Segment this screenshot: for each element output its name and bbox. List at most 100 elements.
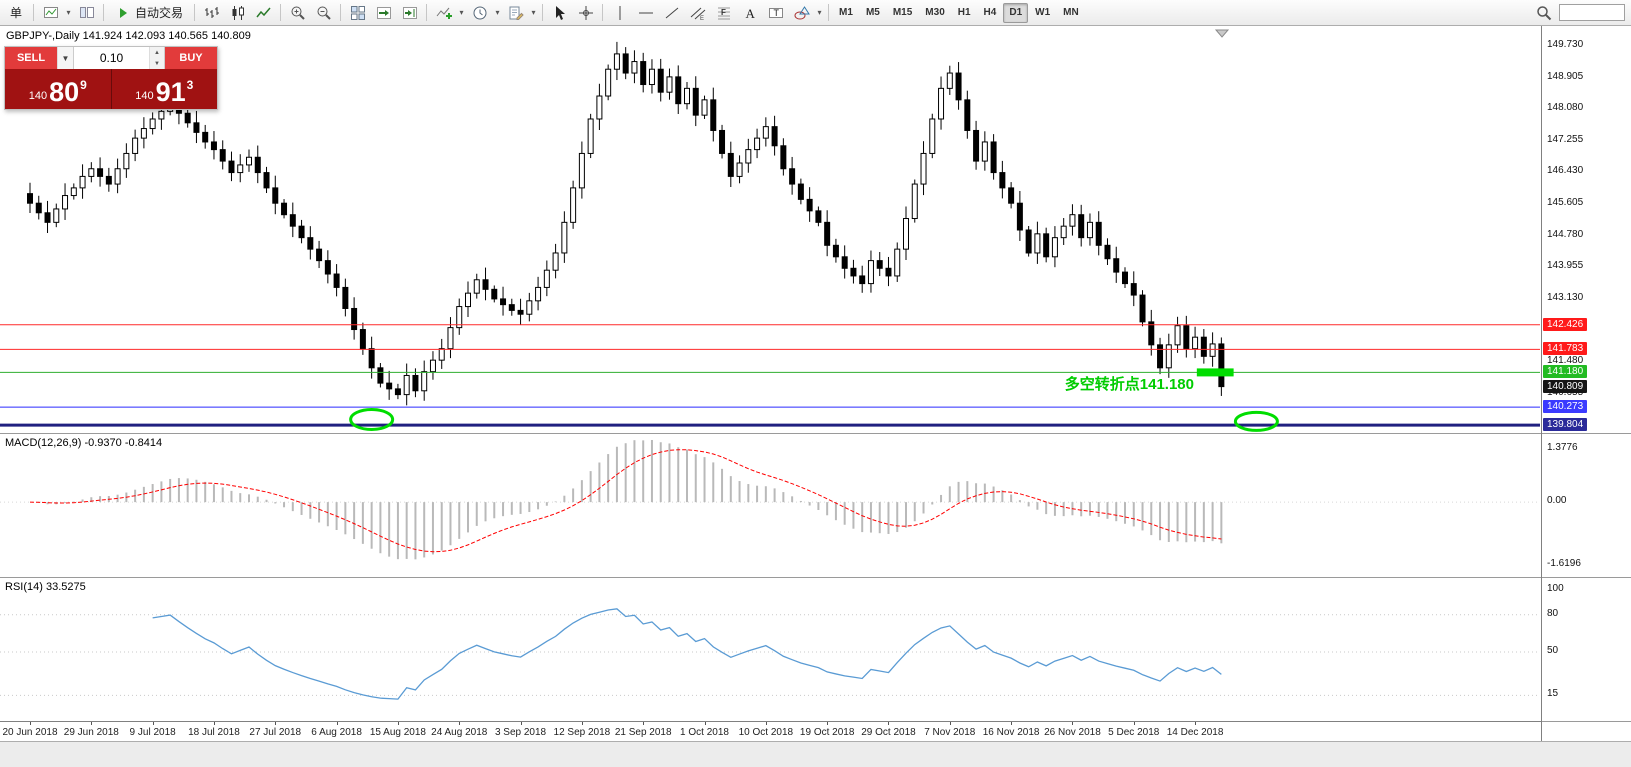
time-tick <box>520 722 522 725</box>
buy-price-prefix: 140 <box>135 90 154 102</box>
price-tick-label: 143.130 <box>1547 291 1584 303</box>
chart-shift-button[interactable] <box>397 1 422 24</box>
timeframe-button-m5[interactable]: M5 <box>865 6 880 18</box>
date-label: 15 Aug 2018 <box>369 727 426 738</box>
zoom-out-button[interactable] <box>311 1 336 24</box>
shapes-button[interactable] <box>789 1 814 24</box>
timeframe-button-w1[interactable]: W1 <box>1035 6 1051 18</box>
toolbar-separator <box>542 4 544 21</box>
profiles-button[interactable] <box>74 1 99 24</box>
search-input[interactable] <box>1559 4 1625 21</box>
timeframe-button-d1[interactable]: D1 <box>1003 2 1029 23</box>
time-tick <box>30 722 31 725</box>
toolbar-separator <box>828 4 830 21</box>
toolbar-search <box>1531 1 1628 24</box>
time-tick <box>91 722 93 725</box>
label-button[interactable]: T <box>763 1 788 24</box>
line-chart-button[interactable] <box>251 1 276 24</box>
date-label: 3 Sep 2018 <box>494 727 547 738</box>
date-label: 16 Nov 2018 <box>982 727 1040 738</box>
lot-size-input[interactable] <box>74 47 149 69</box>
date-label: 14 Dec 2018 <box>1166 727 1224 738</box>
indicators-add-dropdown[interactable]: ▾ <box>459 8 464 17</box>
time-tick <box>1011 722 1013 725</box>
periods-button[interactable] <box>467 1 492 24</box>
rsi-canvas[interactable] <box>0 578 1540 721</box>
tile-windows-button[interactable] <box>345 1 370 24</box>
new-order-button[interactable]: 单 <box>10 6 23 20</box>
candle-chart-icon <box>232 5 244 20</box>
timeframe-button-h1[interactable]: H1 <box>957 6 971 18</box>
label-icon: T <box>768 7 783 18</box>
time-tick <box>827 722 829 725</box>
timeframe-button-mn[interactable]: MN <box>1063 6 1079 18</box>
cursor-button[interactable] <box>547 1 572 24</box>
templates-dropdown[interactable]: ▾ <box>531 8 536 17</box>
indicators-add-button[interactable] <box>431 1 456 24</box>
buy-button[interactable]: BUY <box>165 47 217 69</box>
templates-icon <box>509 6 524 20</box>
fibonacci-button[interactable]: F <box>711 1 736 24</box>
one-click-trading-panel: SELL ▼ ▲ ▼ BUY 140 80 9 <box>4 46 218 110</box>
search-icon <box>1536 5 1551 20</box>
buy-price-display[interactable]: 140 91 3 <box>110 69 218 109</box>
panel-separator[interactable] <box>1542 433 1631 434</box>
periods-dropdown[interactable]: ▾ <box>495 8 500 17</box>
rsi-indicator-panel[interactable]: RSI(14) 33.5275 <box>0 577 1541 721</box>
time-tick <box>275 722 277 725</box>
timeframe-button-m1[interactable]: M1 <box>839 6 853 18</box>
price-tag: 141.180 <box>1543 365 1588 379</box>
horizontal-line-icon <box>638 12 653 13</box>
crosshair-icon <box>578 5 593 20</box>
date-label: 12 Sep 2018 <box>553 727 611 738</box>
rsi-scale-label: 50 <box>1547 645 1559 656</box>
charts-icon <box>43 6 58 18</box>
price-scale[interactable]: 149.730 148.905 148.080 147.255 146.430 145.6… <box>1541 26 1631 741</box>
price-chart-panel[interactable]: GBPJPY-,Daily 141.924 142.093 140.565 14… <box>0 26 1541 433</box>
macd-canvas[interactable] <box>0 434 1540 577</box>
time-tick <box>1133 722 1135 725</box>
zoom-in-button[interactable] <box>285 1 310 24</box>
lot-increase-button[interactable]: ▲ <box>150 47 164 58</box>
timeframe-button-m15[interactable]: M15 <box>892 6 913 18</box>
channel-button[interactable]: E <box>685 1 710 24</box>
vertical-line-button[interactable] <box>607 1 632 24</box>
shapes-dropdown[interactable]: ▾ <box>817 8 822 17</box>
time-axis[interactable]: 20 Jun 2018 29 Jun 2018 9 Jul 2018 18 Jul 2… <box>0 721 1541 741</box>
trade-options-dropdown[interactable]: ▼ <box>57 47 74 69</box>
charts-button[interactable] <box>38 1 63 24</box>
time-tick <box>152 722 154 725</box>
lot-decrease-button[interactable]: ▼ <box>150 58 164 69</box>
sell-button[interactable]: SELL <box>5 47 57 69</box>
date-label: 29 Jun 2018 <box>63 727 119 738</box>
candle-chart-button[interactable] <box>225 1 250 24</box>
bar-chart-icon <box>204 6 219 18</box>
trendline-button[interactable] <box>659 1 684 24</box>
text-button[interactable]: A <box>737 1 762 24</box>
templates-button[interactable] <box>503 1 528 24</box>
time-tick <box>213 722 215 725</box>
chart-window[interactable]: GBPJPY-,Daily 141.924 142.093 140.565 14… <box>0 26 1541 741</box>
search-button[interactable] <box>1531 1 1556 24</box>
price-tick-label: 148.080 <box>1547 102 1584 114</box>
time-tick <box>1195 722 1197 725</box>
buy-price-main: 91 <box>155 77 186 108</box>
text-icon: A <box>745 6 755 21</box>
line-chart-icon <box>255 7 271 17</box>
macd-indicator-panel[interactable]: MACD(12,26,9) -0.9370 -0.8414 <box>0 433 1541 577</box>
crosshair-button[interactable] <box>573 1 598 24</box>
sell-price-display[interactable]: 140 80 9 <box>5 69 111 109</box>
channel-icon: E <box>690 7 705 21</box>
auto-scroll-button[interactable] <box>371 1 396 24</box>
date-label: 9 Jul 2018 <box>129 727 176 738</box>
panel-separator[interactable] <box>1542 721 1631 722</box>
bar-chart-button[interactable] <box>199 1 224 24</box>
charts-dropdown[interactable]: ▾ <box>66 8 71 17</box>
timeframe-button-m30[interactable]: M30 <box>925 6 945 18</box>
timeframe-button-h4[interactable]: H4 <box>983 6 997 18</box>
pivot-annotation-text: 多空转折点141.180 <box>1064 376 1194 393</box>
panel-separator[interactable] <box>1542 577 1631 578</box>
horizontal-line-button[interactable] <box>633 1 658 24</box>
autotrading-button[interactable]: 自动交易 <box>108 1 190 24</box>
price-chart-canvas[interactable] <box>0 26 1540 433</box>
